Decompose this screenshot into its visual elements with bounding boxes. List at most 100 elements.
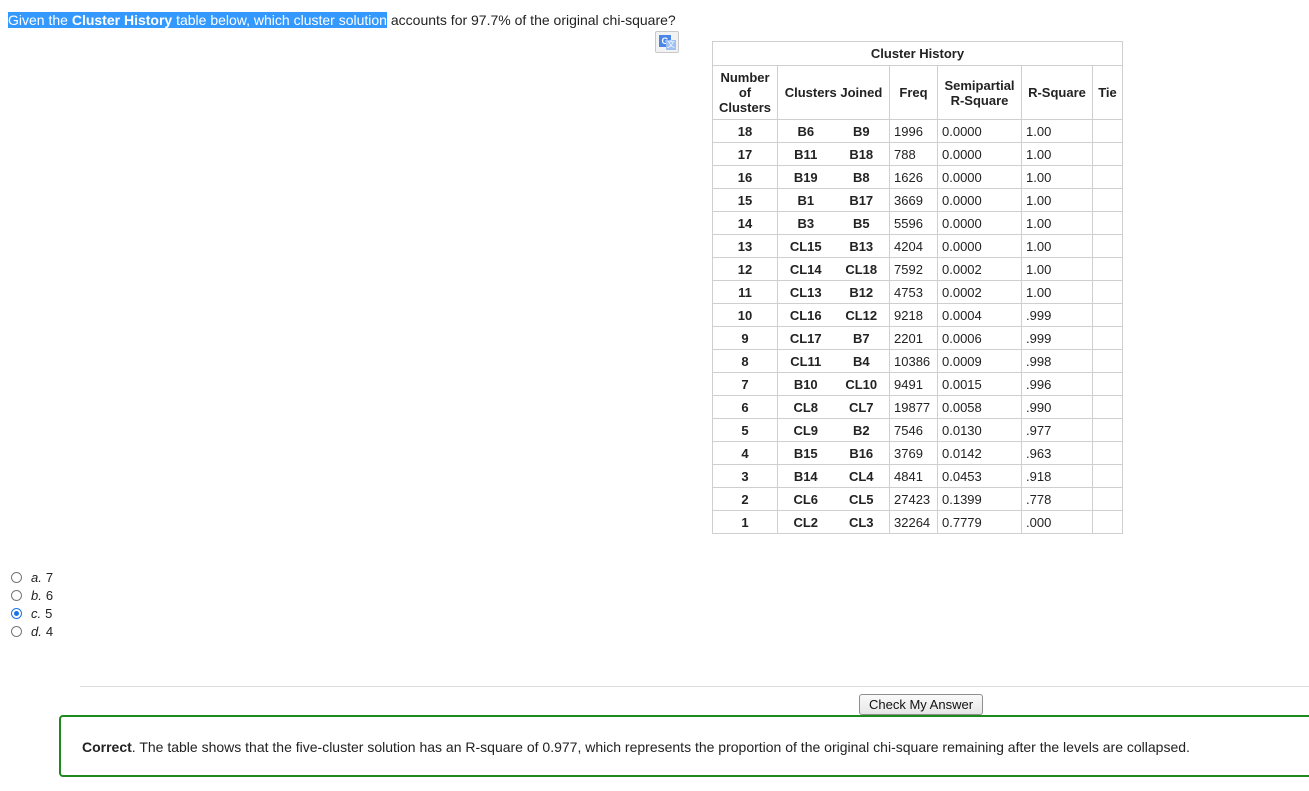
cell-freq: 3769 bbox=[889, 441, 938, 465]
cell-r-square: 1.00 bbox=[1021, 188, 1093, 212]
cell-freq: 27423 bbox=[889, 487, 938, 511]
cell-joined-first: CL8 bbox=[777, 395, 834, 419]
cell-tie bbox=[1092, 303, 1123, 327]
option-letter: d. bbox=[31, 623, 42, 639]
cell-number-of-clusters: 1 bbox=[712, 510, 778, 534]
header-clusters-joined: Clusters Joined bbox=[777, 65, 890, 120]
table-row: 4 B15 B16 3769 0.0142.963 bbox=[712, 441, 1123, 465]
answer-option[interactable]: c. 5 bbox=[11, 604, 53, 622]
header-semipartial-r-square: Semipartial R-Square bbox=[937, 65, 1022, 120]
cell-joined-second: CL3 bbox=[833, 510, 890, 534]
table-row: 7 B10 CL10 9491 0.0015.996 bbox=[712, 372, 1123, 396]
cell-joined-second: B12 bbox=[833, 280, 890, 304]
table-body: 18 B6 B9 1996 0.0000 1.00 17 B11 B18 788 0.0000 1.0… bbox=[712, 119, 1123, 534]
option-letter: b. bbox=[31, 587, 42, 603]
cell-joined-first: B10 bbox=[777, 372, 834, 396]
table-row: 8 CL11 B4 10386 0.0009.998 bbox=[712, 349, 1123, 373]
cell-number-of-clusters: 12 bbox=[712, 257, 778, 281]
cell-number-of-clusters: 5 bbox=[712, 418, 778, 442]
header-tie: Tie bbox=[1092, 65, 1123, 120]
cell-freq: 5596 bbox=[889, 211, 938, 235]
cell-r-square: 1.00 bbox=[1021, 234, 1093, 258]
cell-joined-first: CL15 bbox=[777, 234, 834, 258]
table-row: 14 B3 B5 5596 0.0000 1.00 bbox=[712, 211, 1123, 235]
cell-tie bbox=[1092, 418, 1123, 442]
cell-joined-first: CL17 bbox=[777, 326, 834, 350]
cell-semipartial-r-square: 0.0000 bbox=[937, 188, 1022, 212]
table-row: 13 CL15 B13 4204 0.0000 1.00 bbox=[712, 234, 1123, 258]
cell-tie bbox=[1092, 211, 1123, 235]
cell-tie bbox=[1092, 487, 1123, 511]
answer-option[interactable]: d. 4 bbox=[11, 622, 53, 640]
cell-semipartial-r-square: 0.0009 bbox=[937, 349, 1022, 373]
cell-r-square: .977 bbox=[1021, 418, 1093, 442]
cell-number-of-clusters: 4 bbox=[712, 441, 778, 465]
radio-button[interactable] bbox=[11, 571, 22, 583]
check-my-answer-button[interactable]: Check My Answer bbox=[859, 694, 984, 715]
cell-freq: 4204 bbox=[889, 234, 938, 258]
option-value: 5 bbox=[45, 605, 53, 621]
cell-freq: 1626 bbox=[889, 165, 938, 189]
table-row: 16 B19 B8 1626 0.0000 1.00 bbox=[712, 165, 1123, 189]
table-row: 11 CL13 B12 4753 0.0002 1.00 bbox=[712, 280, 1123, 304]
radio-button[interactable] bbox=[11, 589, 22, 601]
cell-joined-first: B11 bbox=[777, 142, 834, 166]
cell-semipartial-r-square: 0.0006 bbox=[937, 326, 1022, 350]
header-freq: Freq bbox=[889, 65, 938, 120]
cell-freq: 9218 bbox=[889, 303, 938, 327]
cell-joined-first: CL9 bbox=[777, 418, 834, 442]
table-row: 5 CL9 B2 7546 0.0130.977 bbox=[712, 418, 1123, 442]
cell-number-of-clusters: 16 bbox=[712, 165, 778, 189]
question-bold-term: Cluster History bbox=[71, 12, 173, 28]
cell-number-of-clusters: 13 bbox=[712, 234, 778, 258]
cell-r-square: .778 bbox=[1021, 487, 1093, 511]
cell-r-square: .918 bbox=[1021, 464, 1093, 488]
cell-freq: 4841 bbox=[889, 464, 938, 488]
cell-joined-first: CL16 bbox=[777, 303, 834, 327]
cell-joined-second: B9 bbox=[833, 119, 890, 143]
cell-joined-first: B3 bbox=[777, 211, 834, 235]
cell-joined-second: B4 bbox=[833, 349, 890, 373]
answer-options: a. 7 b. 6 c. 5 d. 4 bbox=[11, 568, 53, 640]
cell-semipartial-r-square: 0.0000 bbox=[937, 142, 1022, 166]
cell-joined-second: CL12 bbox=[833, 303, 890, 327]
cell-tie bbox=[1092, 119, 1123, 143]
cell-number-of-clusters: 11 bbox=[712, 280, 778, 304]
cell-r-square: .000 bbox=[1021, 510, 1093, 534]
cell-r-square: .990 bbox=[1021, 395, 1093, 419]
radio-button[interactable] bbox=[11, 625, 22, 637]
cell-tie bbox=[1092, 441, 1123, 465]
cell-joined-first: B15 bbox=[777, 441, 834, 465]
feedback-text: Correct. The table shows that the five-c… bbox=[82, 739, 1190, 755]
radio-button[interactable] bbox=[11, 607, 22, 619]
table-row: 18 B6 B9 1996 0.0000 1.00 bbox=[712, 119, 1123, 143]
option-value: 6 bbox=[45, 587, 54, 603]
cell-number-of-clusters: 8 bbox=[712, 349, 778, 373]
answer-option[interactable]: a. 7 bbox=[11, 568, 53, 586]
cell-number-of-clusters: 2 bbox=[712, 487, 778, 511]
cluster-history-table: Cluster History Number of Clusters Clust… bbox=[712, 41, 1123, 534]
cell-freq: 2201 bbox=[889, 326, 938, 350]
cell-semipartial-r-square: 0.0000 bbox=[937, 234, 1022, 258]
cell-joined-second: B18 bbox=[833, 142, 890, 166]
cell-joined-first: B6 bbox=[777, 119, 834, 143]
cell-number-of-clusters: 15 bbox=[712, 188, 778, 212]
table-row: 10 CL16 CL12 9218 0.0004.999 bbox=[712, 303, 1123, 327]
answer-option[interactable]: b. 6 bbox=[11, 586, 53, 604]
cell-tie bbox=[1092, 280, 1123, 304]
cell-freq: 4753 bbox=[889, 280, 938, 304]
cell-r-square: 1.00 bbox=[1021, 165, 1093, 189]
cell-number-of-clusters: 18 bbox=[712, 119, 778, 143]
cell-tie bbox=[1092, 142, 1123, 166]
cell-joined-first: B14 bbox=[777, 464, 834, 488]
cell-freq: 1996 bbox=[889, 119, 938, 143]
cell-semipartial-r-square: 0.0004 bbox=[937, 303, 1022, 327]
question-text: Given the Cluster History table below, w… bbox=[8, 11, 676, 29]
cell-tie bbox=[1092, 188, 1123, 212]
table-row: 6 CL8 CL7 19877 0.0058.990 bbox=[712, 395, 1123, 419]
cell-joined-first: B1 bbox=[777, 188, 834, 212]
cell-semipartial-r-square: 0.0000 bbox=[937, 165, 1022, 189]
divider bbox=[80, 686, 1309, 687]
